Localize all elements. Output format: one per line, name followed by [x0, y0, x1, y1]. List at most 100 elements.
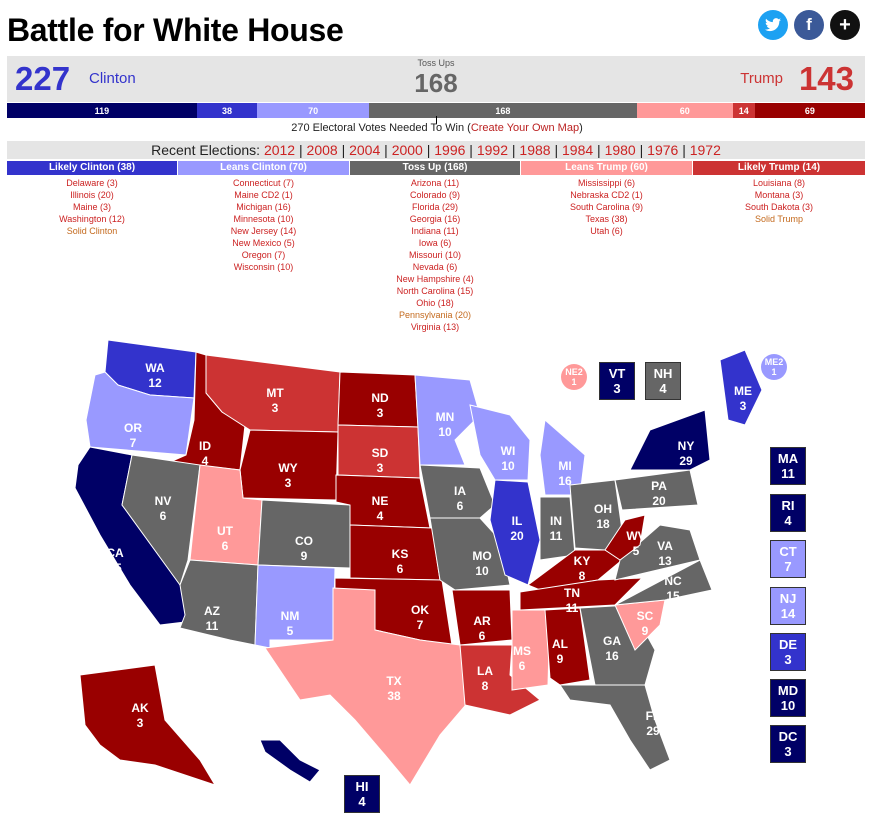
state-nv[interactable]	[121, 454, 201, 587]
facebook-icon[interactable]: f	[794, 10, 824, 40]
state-label: SD	[372, 446, 389, 460]
election-year-link[interactable]: 1976	[647, 142, 679, 158]
rating-state-item[interactable]: Florida (29)	[411, 202, 458, 212]
rating-state-item[interactable]: Missouri (10)	[408, 250, 461, 260]
state-nm[interactable]	[254, 564, 336, 649]
rating-state-item[interactable]: Nevada (6)	[412, 262, 458, 272]
state-ia[interactable]	[419, 464, 496, 519]
rating-state-item[interactable]: Oregon (7)	[241, 250, 286, 260]
state-wi[interactable]	[469, 404, 531, 481]
election-year-link[interactable]: 1984	[562, 142, 594, 158]
rating-state-item[interactable]: Utah (6)	[590, 226, 623, 236]
more-share-icon[interactable]: +	[830, 10, 860, 40]
rating-state-item[interactable]: Texas (38)	[585, 214, 628, 224]
state-tn[interactable]	[519, 577, 644, 611]
twitter-icon[interactable]	[758, 10, 788, 40]
rating-state-item[interactable]: Washington (12)	[59, 214, 125, 224]
bar-segment: 119	[7, 103, 197, 118]
rating-state-item[interactable]: Georgia (16)	[409, 214, 461, 224]
state-ev: 3	[377, 461, 384, 475]
rating-state-item[interactable]: Iowa (6)	[418, 238, 452, 248]
rating-state-item[interactable]: Montana (3)	[754, 190, 804, 200]
state-nc[interactable]	[614, 559, 713, 606]
tile-dc[interactable]: DC 3	[770, 725, 806, 763]
tile-ct[interactable]: CT 7	[770, 540, 806, 578]
state-pa[interactable]	[614, 469, 699, 511]
election-year-link[interactable]: 1980	[604, 142, 636, 158]
state-me[interactable]	[719, 349, 763, 426]
state-ev: 6	[160, 509, 167, 523]
tile-vt[interactable]: VT 3	[599, 362, 635, 400]
election-year-link[interactable]: 2012	[263, 142, 296, 158]
election-year-link[interactable]: 2000	[391, 142, 423, 158]
rating-state-item[interactable]: Indiana (11)	[411, 226, 459, 236]
rating-state-item[interactable]: Nebraska CD2 (1)	[570, 190, 643, 200]
state-fl[interactable]	[559, 684, 671, 771]
rating-state-item[interactable]: Maine (3)	[72, 202, 111, 212]
state-al[interactable]	[544, 607, 591, 686]
state-ny[interactable]	[629, 409, 711, 471]
rating-state-item[interactable]: Solid Trump	[754, 214, 804, 224]
rating-state-item[interactable]: Delaware (3)	[66, 178, 118, 188]
state-wy[interactable]	[239, 429, 339, 501]
rating-state-item[interactable]: New Hampshire (4)	[396, 274, 474, 284]
election-year-link[interactable]: 1996	[434, 142, 466, 158]
tile-nj[interactable]: NJ 14	[770, 587, 806, 625]
rating-state-item[interactable]: Wisconsin (10)	[233, 262, 294, 272]
state-ev: 6	[222, 539, 229, 553]
state-label: NC	[664, 574, 682, 588]
state-ev: 15	[666, 589, 680, 603]
state-va[interactable]	[614, 524, 701, 581]
rating-state-item[interactable]: Virginia (13)	[410, 322, 460, 332]
state-az[interactable]	[179, 559, 259, 646]
separator: |	[380, 142, 392, 158]
tile-nh[interactable]: NH 4	[645, 362, 681, 400]
rating-state-item[interactable]: South Dakota (3)	[744, 202, 814, 212]
rating-state-item[interactable]: North Carolina (15)	[396, 286, 474, 296]
state-ev: 4	[202, 454, 209, 468]
state-ak[interactable]	[79, 664, 217, 786]
election-year-link[interactable]: 2008	[306, 142, 338, 158]
rating-column: Likely Clinton (38) Delaware (3) Illinois …	[7, 161, 177, 237]
state-mo[interactable]	[429, 517, 511, 591]
tile-md[interactable]: MD 10	[770, 679, 806, 717]
district-ne2[interactable]: NE2 1	[561, 364, 587, 390]
state-tx[interactable]	[264, 587, 471, 786]
state-or[interactable]	[85, 371, 195, 456]
rating-state-item[interactable]: South Carolina (9)	[569, 202, 644, 212]
district-me2[interactable]: ME2 1	[761, 354, 787, 380]
rating-state-item[interactable]: Arizona (11)	[410, 178, 460, 188]
tile-de[interactable]: DE 3	[770, 633, 806, 671]
state-ms[interactable]	[511, 609, 551, 691]
election-year-link[interactable]: 1992	[476, 142, 508, 158]
rating-state-item[interactable]: Louisiana (8)	[752, 178, 806, 188]
recent-elections-label: Recent Elections:	[151, 142, 264, 158]
state-label: MS	[513, 644, 531, 658]
rating-state-item[interactable]: New Jersey (14)	[230, 226, 297, 236]
tile-hi[interactable]: HI 4	[344, 775, 380, 813]
state-hi[interactable]	[259, 739, 321, 783]
create-map-link[interactable]: Create Your Own Map	[470, 122, 580, 134]
tile-ma[interactable]: MA 11	[770, 447, 806, 485]
rating-state-item[interactable]: Ohio (18)	[416, 298, 454, 308]
tile-ev: 10	[780, 698, 796, 713]
election-year-link[interactable]: 1972	[689, 142, 721, 158]
rating-state-item[interactable]: New Mexico (5)	[232, 238, 295, 248]
rating-state-item[interactable]: Illinois (20)	[70, 190, 114, 200]
rating-state-item[interactable]: Minnesota (10)	[233, 214, 294, 224]
rating-state-item[interactable]: Maine CD2 (1)	[234, 190, 293, 200]
rating-state-item[interactable]: Michigan (16)	[236, 202, 291, 212]
state-ev: 12	[148, 376, 162, 390]
state-ev: 11	[566, 601, 579, 615]
rating-state-item[interactable]: Solid Clinton	[66, 226, 118, 236]
rating-state-item[interactable]: Connecticut (7)	[232, 178, 295, 188]
rating-state-item[interactable]: Mississippi (6)	[577, 178, 635, 188]
rating-state-item[interactable]: Pennsylvania (20)	[398, 310, 472, 320]
election-year-link[interactable]: 2004	[349, 142, 381, 158]
state-label: OH	[594, 502, 612, 516]
election-year-link[interactable]: 1988	[519, 142, 551, 158]
rating-state-item[interactable]: Colorado (9)	[409, 190, 461, 200]
state-mi[interactable]	[539, 419, 586, 496]
tile-ri[interactable]: RI 4	[770, 494, 806, 532]
state-wv[interactable]	[604, 514, 646, 561]
